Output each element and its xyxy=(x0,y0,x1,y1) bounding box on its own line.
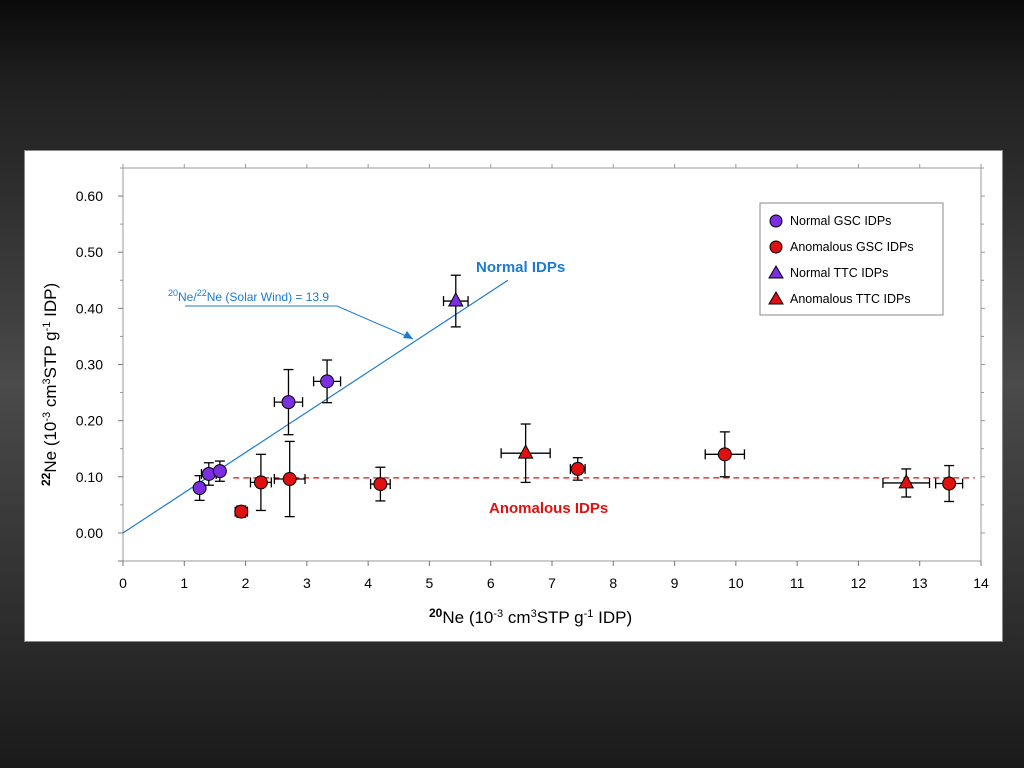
chart-panel: 0 1 2 3 4 5 6 7 8 9 10 11 12 13 14 0.00 0.10 0.20 0.30 0.40… xyxy=(24,150,1003,642)
legend-label: Anomalous GSC IDPs xyxy=(790,240,914,254)
data-point xyxy=(569,457,586,481)
x-tick-label: 1 xyxy=(180,575,188,591)
anomalous-idps-label: Anomalous IDPs xyxy=(489,500,608,517)
data-point xyxy=(212,460,227,482)
data-point xyxy=(273,440,306,518)
normal-idps-label: Normal IDPs xyxy=(476,259,565,276)
circle-marker xyxy=(234,504,249,519)
x-tick-label: 9 xyxy=(671,575,679,591)
circle-marker xyxy=(320,374,335,389)
x-tick-label: 0 xyxy=(119,575,127,591)
y-tick-label: 0.30 xyxy=(76,357,103,373)
triangle-marker xyxy=(517,444,534,459)
circle-marker xyxy=(253,475,268,490)
legend-marker xyxy=(769,214,783,228)
y-tick-label: 0.10 xyxy=(76,469,103,485)
circle-marker xyxy=(942,476,957,491)
x-tick-label: 14 xyxy=(973,575,989,591)
data-point xyxy=(312,359,342,404)
normal-idps-line xyxy=(122,279,509,534)
x-tick-label: 11 xyxy=(790,575,805,591)
data-point xyxy=(442,274,469,328)
circle-marker xyxy=(281,395,296,410)
legend-label: Normal TTC IDPs xyxy=(790,266,888,280)
circle-marker xyxy=(282,472,297,487)
y-tick-label: 0.20 xyxy=(76,413,103,429)
data-point xyxy=(369,466,391,502)
solar-wind-annotation-arrow xyxy=(185,305,414,340)
circle-marker xyxy=(373,477,388,492)
circle-marker xyxy=(717,447,732,462)
data-point xyxy=(882,468,931,498)
x-tick-label: 3 xyxy=(303,575,311,591)
x-tick-label: 13 xyxy=(912,575,928,591)
x-tick-label: 12 xyxy=(851,575,867,591)
x-tick-label: 4 xyxy=(364,575,372,591)
data-point xyxy=(500,423,551,484)
x-tick-label: 6 xyxy=(487,575,495,591)
circle-marker xyxy=(570,461,585,476)
data-point xyxy=(704,431,746,478)
solar-wind-annotation: 20Ne/22Ne (Solar Wind) = 13.9 xyxy=(168,288,329,304)
legend-marker xyxy=(768,291,784,305)
legend: Normal GSC IDPs Anomalous GSC IDPs Normal … xyxy=(759,202,944,316)
circle-marker xyxy=(212,464,227,479)
x-tick-label: 8 xyxy=(609,575,617,591)
data-point xyxy=(234,504,249,519)
data-point xyxy=(249,453,272,512)
x-axis-title: 20Ne (10-3 cm3STP g-1 IDP) xyxy=(429,606,632,627)
x-tick-label: 5 xyxy=(426,575,434,591)
data-point xyxy=(934,464,964,503)
x-tick-label: 2 xyxy=(242,575,250,591)
x-tick-label: 10 xyxy=(728,575,744,591)
triangle-marker xyxy=(898,473,915,489)
scatter-chart: 0 1 2 3 4 5 6 7 8 9 10 11 12 13 140.000.100.200.300.40… xyxy=(39,164,989,627)
circle-marker xyxy=(192,481,207,496)
y-tick-label: 0.00 xyxy=(76,525,103,541)
y-tick-label: 0.60 xyxy=(76,188,103,204)
y-tick-label: 0.50 xyxy=(76,244,103,260)
x-tick-label: 7 xyxy=(548,575,556,591)
legend-marker xyxy=(769,240,783,254)
y-axis-title: 22Ne (10-3 cm3STP g-1 IDP) xyxy=(39,283,60,486)
solar-wind-arrowhead xyxy=(403,331,413,339)
legend-marker xyxy=(768,265,784,279)
legend-label: Normal GSC IDPs xyxy=(790,214,891,228)
legend-label: Anomalous TTC IDPs xyxy=(790,292,911,306)
data-point xyxy=(192,475,207,502)
y-tick-label: 0.40 xyxy=(76,300,103,316)
triangle-marker xyxy=(447,291,464,307)
data-point xyxy=(273,368,304,436)
